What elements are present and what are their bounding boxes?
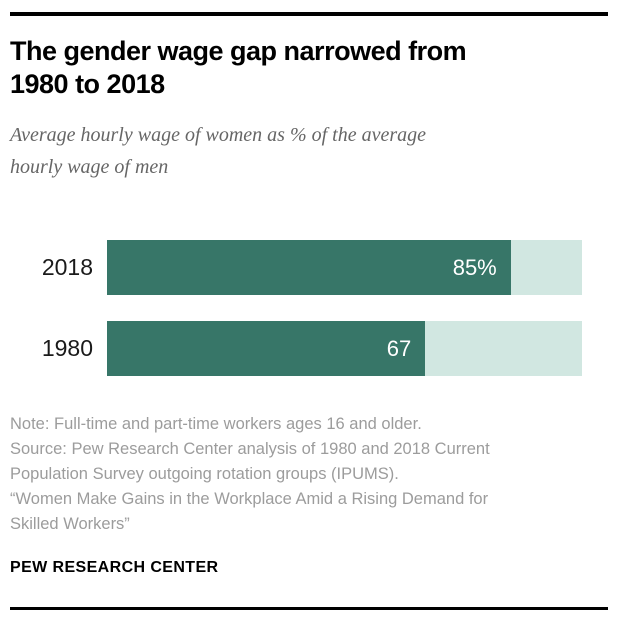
note-line: Skilled Workers” <box>10 515 130 533</box>
bar-value-label-1980: 67 <box>386 335 412 361</box>
bar-chart: 2018 85% 1980 67 <box>10 240 608 376</box>
bar-track-1980: 67 <box>107 321 582 376</box>
bar-row-2018: 2018 85% <box>10 240 608 295</box>
note-line: Note: Full-time and part-time workers ag… <box>10 415 422 433</box>
chart-subtitle: Average hourly wage of women as % of the… <box>10 124 427 178</box>
top-rule <box>10 12 608 16</box>
bar-row-1980: 1980 67 <box>10 321 608 376</box>
brand-footer: PEW RESEARCH CENTER <box>10 559 219 576</box>
note-line: “Women Make Gains in the Workplace Amid … <box>10 490 489 508</box>
bar-value-label-2018: 85% <box>452 254 497 280</box>
chart-title: The gender wage gap narrowed from 1980 t… <box>10 36 467 99</box>
chart-notes: Note: Full-time and part-time workers ag… <box>10 412 608 537</box>
bottom-rule <box>10 607 608 610</box>
bar-track-2018: 85% <box>107 240 582 295</box>
bar-fill-1980: 67 <box>107 321 426 376</box>
category-label-1980: 1980 <box>41 335 93 361</box>
bar-fill-2018: 85% <box>107 240 511 295</box>
note-line: Population Survey outgoing rotation grou… <box>10 465 399 483</box>
note-line: Source: Pew Research Center analysis of … <box>10 440 490 458</box>
category-label-2018: 2018 <box>41 254 93 280</box>
